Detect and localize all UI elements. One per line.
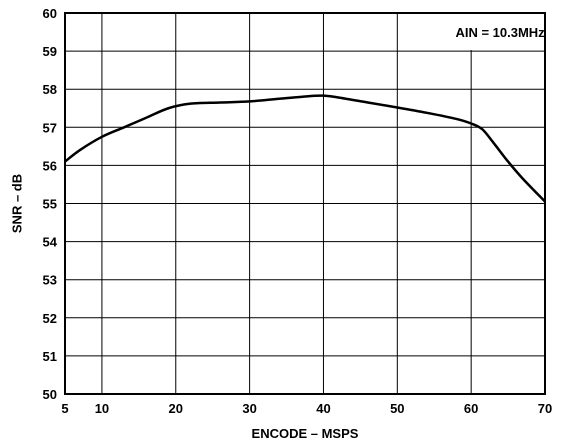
- y-tick-labels: 50 51 52 53 54 55 56 57 58 59 60: [43, 6, 58, 402]
- y-tick-label-50: 50: [43, 387, 57, 402]
- annotation-box-bg: [411, 14, 544, 51]
- y-tick-label-52: 52: [43, 311, 57, 326]
- x-tick-label-40: 40: [316, 401, 330, 416]
- plot-frame: [64, 12, 546, 395]
- y-tick-label-59: 59: [43, 44, 57, 59]
- y-tick-label-57: 57: [43, 120, 57, 135]
- annotation-box: AIN = 10.3MHz: [411, 14, 545, 51]
- y-tick-label-54: 54: [43, 235, 58, 250]
- x-tick-label-50: 50: [390, 401, 404, 416]
- series-layer: [64, 94, 546, 203]
- y-tick-label-55: 55: [43, 197, 57, 212]
- annotation-label: AIN = 10.3MHz: [455, 25, 545, 40]
- x-tick-label-70: 70: [538, 401, 552, 416]
- x-tick-label-10: 10: [95, 401, 109, 416]
- y-tick-label-51: 51: [43, 349, 57, 364]
- y-tick-label-58: 58: [43, 82, 57, 97]
- x-axis-title: ENCODE – MSPS: [252, 426, 359, 441]
- grid-lines: [65, 13, 545, 394]
- y-tick-label-53: 53: [43, 273, 57, 288]
- y-axis-title: SNR – dB: [9, 174, 24, 233]
- y-tick-label-60: 60: [43, 6, 57, 21]
- x-tick-label-5: 5: [61, 401, 68, 416]
- x-tick-label-30: 30: [242, 401, 256, 416]
- x-tick-label-20: 20: [169, 401, 183, 416]
- x-tick-label-60: 60: [464, 401, 478, 416]
- x-tick-labels: 5 10 20 30 40 50 60 70: [61, 401, 552, 416]
- series-line-0: [64, 94, 546, 203]
- y-tick-label-56: 56: [43, 158, 57, 173]
